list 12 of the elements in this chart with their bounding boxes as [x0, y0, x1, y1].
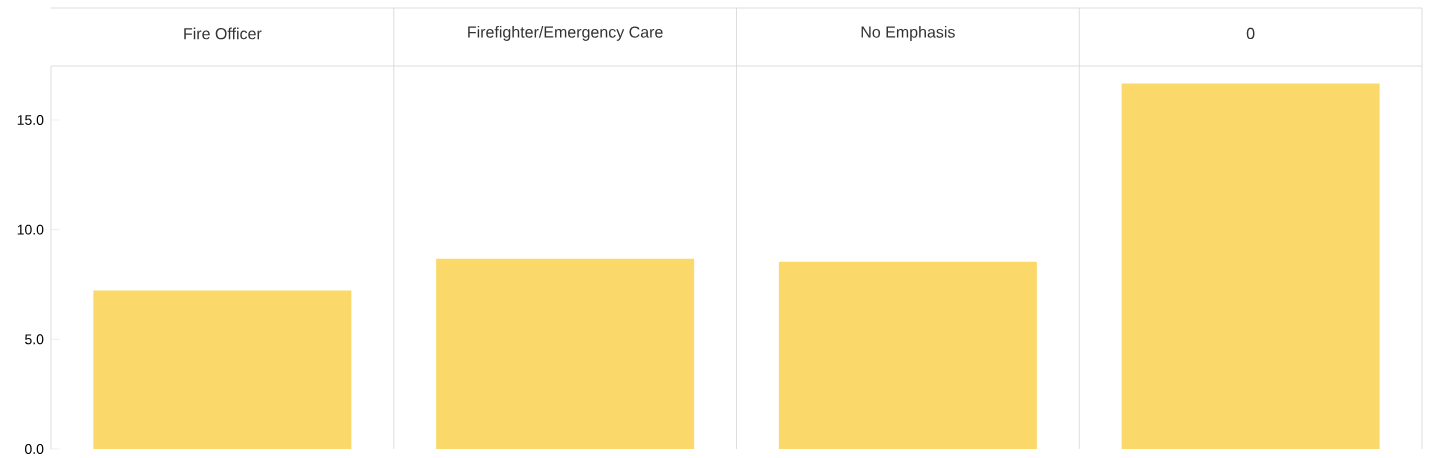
y-tick-label: 15.0: [17, 115, 44, 125]
y-tick-label: 0.0: [25, 444, 44, 454]
bar: [93, 290, 352, 449]
x-tick-label: No Emphasis: [861, 25, 955, 41]
x-tick-label: 0: [1246, 27, 1255, 40]
y-tick-label: 10.0: [17, 224, 44, 235]
x-tick-label: Fire Officer: [184, 27, 262, 40]
bar: [1121, 83, 1380, 449]
x-tick-label: Firefighter/Emergency Care: [468, 25, 663, 41]
bar: [778, 261, 1037, 449]
y-tick-label: 5.0: [25, 334, 44, 345]
bar: [436, 258, 695, 449]
